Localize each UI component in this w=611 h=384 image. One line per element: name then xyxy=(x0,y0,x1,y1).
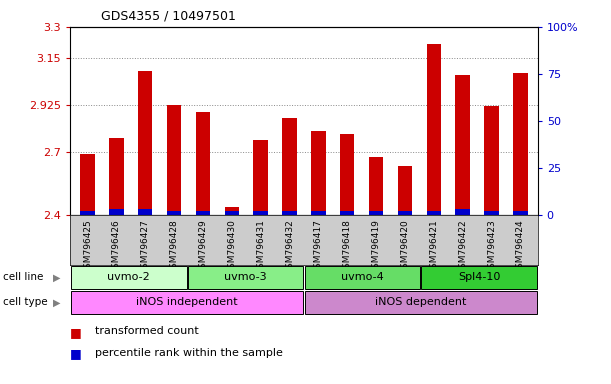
Bar xyxy=(485,211,499,215)
Text: GSM796422: GSM796422 xyxy=(458,219,467,274)
Text: GSM796428: GSM796428 xyxy=(170,219,178,274)
Text: ▶: ▶ xyxy=(53,272,60,283)
Bar xyxy=(485,106,499,215)
Text: cell line: cell line xyxy=(3,272,43,283)
Bar xyxy=(167,211,181,215)
Text: GSM796421: GSM796421 xyxy=(430,219,438,274)
Text: GSM796423: GSM796423 xyxy=(487,219,496,274)
Bar xyxy=(455,209,470,215)
Text: GSM796424: GSM796424 xyxy=(516,219,525,274)
Text: iNOS dependent: iNOS dependent xyxy=(375,297,467,308)
Text: GSM796427: GSM796427 xyxy=(141,219,150,274)
Bar xyxy=(138,71,153,215)
Bar xyxy=(71,266,186,289)
Text: ■: ■ xyxy=(70,326,82,339)
Bar xyxy=(513,211,527,215)
Text: GDS4355 / 10497501: GDS4355 / 10497501 xyxy=(101,10,236,23)
Text: Spl4-10: Spl4-10 xyxy=(458,272,500,283)
Text: GSM796426: GSM796426 xyxy=(112,219,121,274)
Text: uvmo-3: uvmo-3 xyxy=(224,272,267,283)
Text: ■: ■ xyxy=(70,348,82,361)
Bar xyxy=(225,211,239,215)
Bar xyxy=(422,266,537,289)
Bar xyxy=(196,211,210,215)
Bar xyxy=(304,266,420,289)
Bar xyxy=(225,207,239,215)
Text: uvmo-2: uvmo-2 xyxy=(108,272,150,283)
Bar xyxy=(282,211,297,215)
Bar xyxy=(311,211,326,215)
Text: GSM796432: GSM796432 xyxy=(285,219,294,274)
Text: GSM796429: GSM796429 xyxy=(199,219,208,274)
Bar xyxy=(340,134,354,215)
Bar xyxy=(196,111,210,215)
Bar xyxy=(340,211,354,215)
Bar xyxy=(426,211,441,215)
Bar xyxy=(109,138,123,215)
Bar xyxy=(513,73,527,215)
Bar xyxy=(282,118,297,215)
Text: GSM796430: GSM796430 xyxy=(227,219,236,274)
Bar xyxy=(188,266,304,289)
Bar xyxy=(369,157,383,215)
Text: percentile rank within the sample: percentile rank within the sample xyxy=(95,348,282,358)
Bar xyxy=(138,209,153,215)
Text: GSM796420: GSM796420 xyxy=(400,219,409,274)
Text: iNOS independent: iNOS independent xyxy=(136,297,238,308)
Text: GSM796431: GSM796431 xyxy=(256,219,265,274)
Bar xyxy=(426,44,441,215)
Bar xyxy=(254,211,268,215)
Bar xyxy=(109,209,123,215)
Bar xyxy=(455,75,470,215)
Text: ▶: ▶ xyxy=(53,297,60,308)
Text: cell type: cell type xyxy=(3,297,48,308)
Bar xyxy=(311,131,326,215)
Bar xyxy=(398,211,412,215)
Bar xyxy=(254,140,268,215)
Text: GSM796425: GSM796425 xyxy=(83,219,92,274)
Bar xyxy=(71,291,304,314)
Bar xyxy=(81,211,95,215)
Bar xyxy=(167,105,181,215)
Text: GSM796418: GSM796418 xyxy=(343,219,352,274)
Bar xyxy=(304,291,537,314)
Bar xyxy=(398,166,412,215)
Text: transformed count: transformed count xyxy=(95,326,199,336)
Text: GSM796417: GSM796417 xyxy=(314,219,323,274)
Text: uvmo-4: uvmo-4 xyxy=(341,272,384,283)
Bar xyxy=(369,211,383,215)
Bar xyxy=(81,154,95,215)
Text: GSM796419: GSM796419 xyxy=(371,219,381,274)
